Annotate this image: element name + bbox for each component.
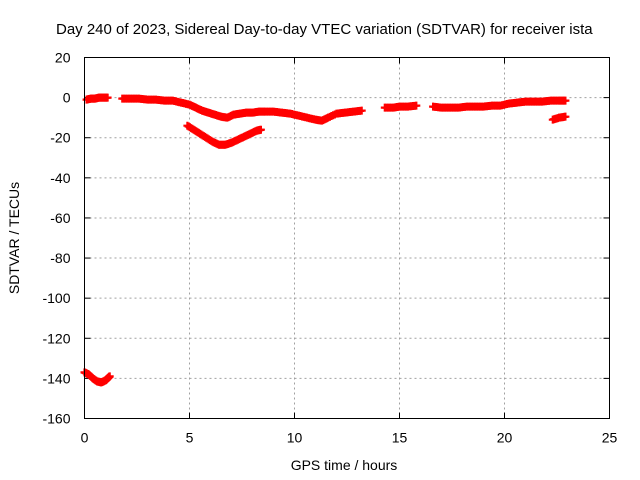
y-tick-label: -140 — [42, 370, 70, 386]
chart-title: Day 240 of 2023, Sidereal Day-to-day VTE… — [56, 21, 593, 38]
x-tick-label: 15 — [392, 430, 408, 446]
x-axis-label: GPS time / hours — [291, 457, 398, 473]
y-tick-label: -100 — [42, 290, 70, 306]
axis-ticks: 0 5 10 15 20 25 20 0 -20 -40 -60 -80 -100 -120 -140 -16… — [42, 50, 617, 446]
y-tick-label: -40 — [50, 170, 70, 186]
data-point — [561, 112, 570, 121]
x-tick-label: 10 — [287, 430, 303, 446]
data-points — [80, 93, 570, 387]
plot-frame — [84, 57, 610, 419]
y-tick-label: -120 — [42, 330, 70, 346]
y-tick-label: 20 — [55, 50, 71, 66]
x-tick-label: 0 — [81, 430, 89, 446]
x-tick-label: 20 — [497, 430, 513, 446]
y-tick-label: -20 — [50, 130, 70, 146]
y-tick-label: -80 — [50, 250, 70, 266]
x-tick-label: 5 — [186, 430, 194, 446]
data-point — [105, 372, 114, 381]
data-point — [412, 101, 421, 110]
y-tick-label: -160 — [42, 411, 70, 427]
data-point — [561, 96, 570, 105]
data-point — [103, 93, 112, 102]
y-tick-label: 0 — [63, 90, 71, 106]
y-tick-label: -60 — [50, 210, 70, 226]
data-point — [357, 106, 366, 115]
x-tick-label: 25 — [602, 430, 618, 446]
data-point — [256, 125, 265, 134]
y-axis-label: SDTVAR / TECUs — [6, 182, 22, 294]
